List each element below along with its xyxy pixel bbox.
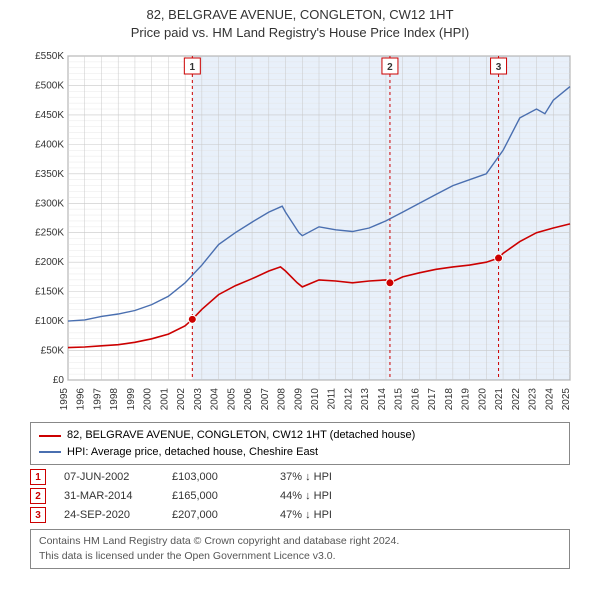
svg-text:2015: 2015: [394, 388, 405, 411]
footer: Contains HM Land Registry data © Crown c…: [30, 529, 570, 568]
svg-text:£400K: £400K: [35, 140, 64, 151]
svg-text:£550K: £550K: [35, 51, 64, 62]
transaction-price: £207,000: [172, 509, 262, 521]
svg-text:£100K: £100K: [35, 316, 64, 327]
transaction-row: 1 07-JUN-2002 £103,000 37% ↓ HPI: [30, 469, 570, 485]
svg-text:2023: 2023: [528, 388, 539, 411]
svg-text:2001: 2001: [159, 388, 170, 411]
title-block: 82, BELGRAVE AVENUE, CONGLETON, CW12 1HT…: [0, 0, 600, 46]
svg-text:2020: 2020: [477, 388, 488, 411]
transaction-date: 07-JUN-2002: [64, 471, 154, 483]
svg-text:£0: £0: [53, 375, 65, 386]
svg-text:2011: 2011: [327, 388, 338, 410]
chart-plot: £0 £50K £100K £150K £200K £250K £300K £350K £400…: [20, 46, 580, 416]
legend: 82, BELGRAVE AVENUE, CONGLETON, CW12 1HT…: [30, 422, 570, 465]
chart-container: 82, BELGRAVE AVENUE, CONGLETON, CW12 1HT…: [0, 0, 600, 569]
svg-text:1999: 1999: [126, 388, 137, 411]
transaction-date: 24-SEP-2020: [64, 509, 154, 521]
transaction-delta: 37% ↓ HPI: [280, 471, 370, 483]
footer-line: This data is licensed under the Open Gov…: [39, 549, 561, 564]
svg-text:2002: 2002: [176, 388, 187, 411]
svg-text:2017: 2017: [427, 388, 438, 411]
svg-text:2005: 2005: [226, 388, 237, 411]
legend-label: 82, BELGRAVE AVENUE, CONGLETON, CW12 1HT…: [67, 427, 415, 444]
svg-text:£500K: £500K: [35, 81, 64, 92]
svg-text:2021: 2021: [494, 388, 505, 411]
svg-text:2010: 2010: [310, 388, 321, 411]
svg-text:2: 2: [387, 62, 393, 73]
svg-text:2007: 2007: [260, 388, 271, 411]
svg-text:3: 3: [496, 62, 502, 73]
title-line-2: Price paid vs. HM Land Registry's House …: [0, 24, 600, 42]
svg-text:2019: 2019: [461, 388, 472, 411]
svg-text:2013: 2013: [360, 388, 371, 411]
svg-text:2018: 2018: [444, 388, 455, 411]
svg-text:2022: 2022: [511, 388, 522, 411]
transaction-delta: 47% ↓ HPI: [280, 509, 370, 521]
title-line-1: 82, BELGRAVE AVENUE, CONGLETON, CW12 1HT: [0, 6, 600, 24]
transaction-row: 2 31-MAR-2014 £165,000 44% ↓ HPI: [30, 488, 570, 504]
svg-text:£150K: £150K: [35, 287, 64, 298]
svg-text:1: 1: [190, 62, 196, 73]
legend-swatch: [39, 451, 61, 453]
transaction-date: 31-MAR-2014: [64, 490, 154, 502]
transaction-row: 3 24-SEP-2020 £207,000 47% ↓ HPI: [30, 507, 570, 523]
svg-text:£450K: £450K: [35, 110, 64, 121]
svg-text:2008: 2008: [277, 388, 288, 411]
svg-text:2014: 2014: [377, 388, 388, 411]
svg-text:1996: 1996: [76, 388, 87, 411]
legend-row: 82, BELGRAVE AVENUE, CONGLETON, CW12 1HT…: [39, 427, 561, 444]
svg-text:£300K: £300K: [35, 199, 64, 210]
svg-text:2012: 2012: [343, 388, 354, 411]
svg-text:£250K: £250K: [35, 228, 64, 239]
legend-label: HPI: Average price, detached house, Ches…: [67, 444, 318, 461]
svg-text:1997: 1997: [92, 388, 103, 411]
svg-text:2009: 2009: [293, 388, 304, 411]
transaction-price: £103,000: [172, 471, 262, 483]
svg-text:2004: 2004: [210, 388, 221, 411]
transaction-price: £165,000: [172, 490, 262, 502]
marker-badge: 1: [30, 469, 46, 485]
svg-text:£200K: £200K: [35, 258, 64, 269]
svg-text:£50K: £50K: [41, 346, 65, 357]
svg-text:1995: 1995: [59, 388, 70, 411]
svg-text:2003: 2003: [193, 388, 204, 411]
svg-text:1998: 1998: [109, 388, 120, 411]
svg-text:2025: 2025: [561, 388, 572, 411]
svg-text:£350K: £350K: [35, 169, 64, 180]
transaction-delta: 44% ↓ HPI: [280, 490, 370, 502]
legend-swatch: [39, 435, 61, 437]
footer-line: Contains HM Land Registry data © Crown c…: [39, 534, 561, 549]
svg-text:2006: 2006: [243, 388, 254, 411]
marker-badge: 2: [30, 488, 46, 504]
svg-text:2016: 2016: [410, 388, 421, 411]
legend-row: HPI: Average price, detached house, Ches…: [39, 444, 561, 461]
marker-badge: 3: [30, 507, 46, 523]
svg-text:2024: 2024: [544, 388, 555, 411]
svg-text:2000: 2000: [143, 388, 154, 411]
